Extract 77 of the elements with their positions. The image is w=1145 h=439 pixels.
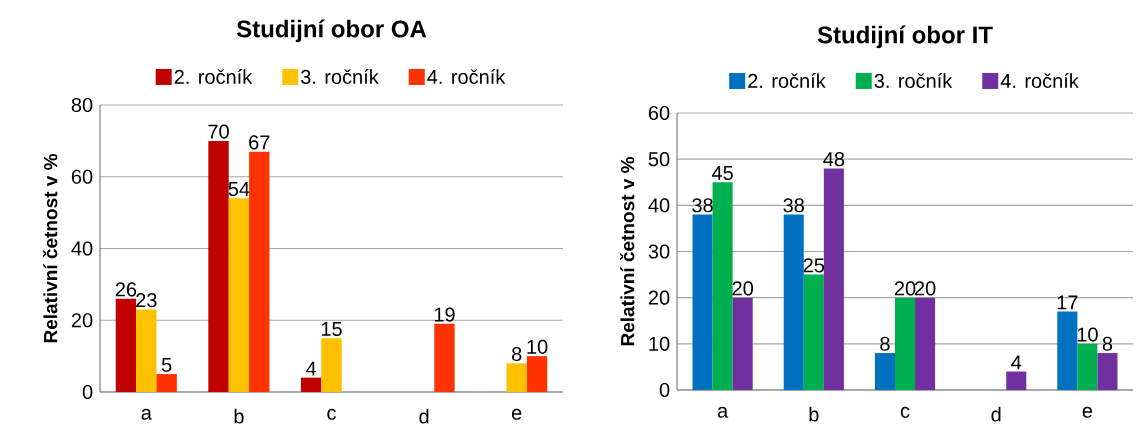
y-tick-label: 60 — [71, 169, 93, 184]
y-tick-label: 80 — [71, 97, 93, 113]
bar — [208, 140, 229, 392]
bar — [506, 363, 527, 392]
bar — [894, 297, 916, 390]
y-tick-label: 0 — [82, 384, 93, 400]
data-label: 4 — [306, 361, 317, 376]
data-label: 20 — [914, 281, 936, 296]
x-tick-label: c — [900, 406, 910, 418]
data-label: 26 — [115, 282, 137, 297]
legend-label: 3. ročník — [874, 73, 953, 89]
data-label: 4 — [1011, 355, 1022, 370]
y-tick-label: 40 — [71, 241, 93, 256]
y-tick-label: 40 — [648, 198, 670, 213]
data-label: 67 — [249, 135, 270, 150]
y-tick-label: 0 — [659, 382, 670, 398]
y-tick-label: 20 — [71, 313, 93, 328]
bar — [1077, 343, 1098, 390]
x-tick-label: b — [234, 408, 244, 424]
data-label: 8 — [512, 346, 522, 362]
data-label: 10 — [1077, 327, 1098, 342]
y-tick-label: 30 — [648, 244, 670, 259]
data-label: 70 — [208, 124, 229, 139]
bar — [1057, 311, 1078, 390]
y-tick-label: 20 — [648, 290, 670, 305]
bar — [874, 353, 895, 390]
y-tick-label: 60 — [648, 105, 670, 121]
bar — [228, 198, 250, 392]
bar — [136, 309, 157, 392]
bar — [783, 214, 804, 390]
data-label: 19 — [434, 307, 455, 322]
x-tick-label: d — [991, 406, 1001, 422]
data-label: 8 — [880, 336, 890, 351]
x-tick-label: e — [511, 408, 522, 420]
x-tick-label: d — [419, 408, 429, 424]
data-label: 8 — [1102, 336, 1113, 351]
data-label: 15 — [321, 322, 342, 336]
data-label: 10 — [527, 339, 548, 354]
bar — [300, 377, 322, 392]
x-tick-label: c — [327, 408, 336, 420]
data-label: 45 — [711, 166, 733, 181]
x-tick-label: a — [717, 406, 729, 418]
data-label: 23 — [136, 293, 157, 308]
data-label: 38 — [783, 198, 804, 213]
bar — [526, 356, 548, 392]
x-tick-label: b — [809, 406, 819, 422]
y-tick-label: 10 — [649, 336, 670, 351]
y-tick-label: 50 — [648, 152, 670, 167]
bar — [732, 297, 753, 390]
data-label: 38 — [692, 198, 713, 213]
bar — [915, 297, 936, 390]
bar — [249, 151, 270, 392]
y-axis-title: Relativní četnost v % — [619, 156, 635, 346]
data-label: 5 — [161, 357, 172, 372]
legend-label: 2. ročník — [174, 69, 253, 85]
bar — [692, 214, 713, 390]
data-label: 20 — [894, 281, 916, 296]
bar — [823, 168, 844, 390]
bar — [321, 338, 342, 392]
bar — [156, 374, 177, 392]
y-axis-title: Relativní četnost v % — [42, 153, 58, 343]
x-tick-label: e — [1082, 406, 1093, 418]
legend-label: 4. ročník — [427, 69, 506, 85]
legend-label: 3. ročník — [300, 69, 379, 85]
bar — [1006, 371, 1027, 390]
bar — [803, 274, 824, 390]
bar — [434, 323, 455, 392]
data-label: 48 — [823, 152, 845, 167]
chart-title: Studijní obor OA — [236, 19, 427, 43]
chart-title: Studijní obor IT — [817, 25, 993, 49]
bar — [1097, 353, 1118, 390]
x-tick-label: a — [141, 408, 152, 420]
data-label: 17 — [1057, 295, 1078, 310]
legend-label: 2. ročník — [748, 73, 826, 89]
bar — [115, 298, 137, 392]
bar — [712, 182, 733, 390]
legend-label: 4. ročník — [1000, 73, 1079, 89]
